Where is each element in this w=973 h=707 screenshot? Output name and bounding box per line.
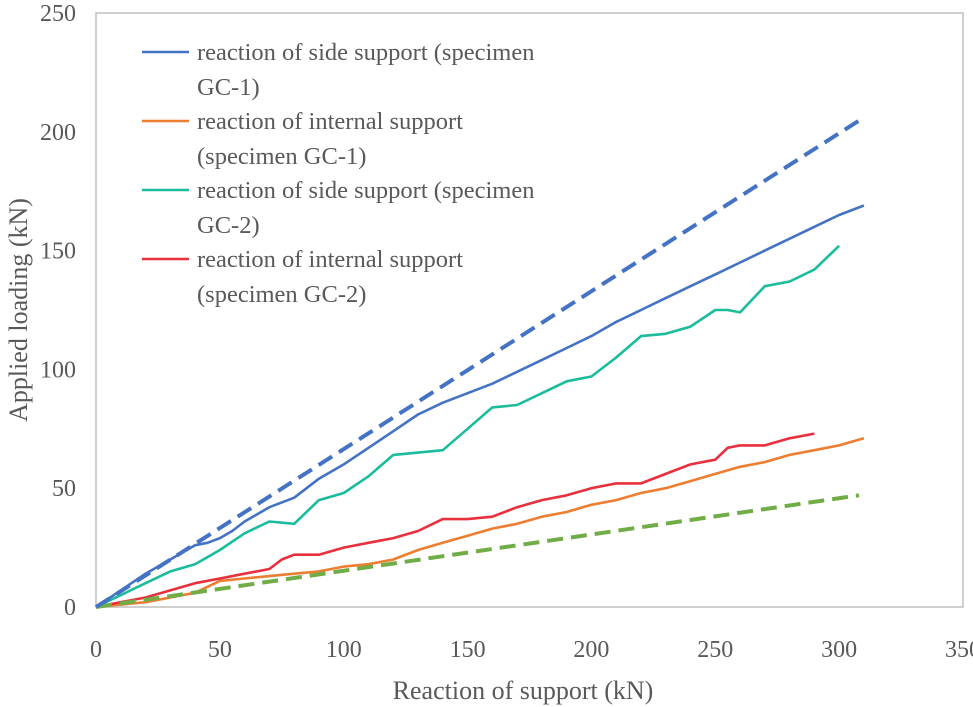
x-tick-label: 150: [450, 637, 486, 663]
y-axis: 0 50 100 150 200 250: [40, 1, 76, 621]
legend-label: reaction of side support (specimen: [197, 39, 534, 66]
x-tick-label: 200: [573, 637, 609, 663]
legend-label: (specimen GC-2): [197, 281, 366, 308]
series-line-6: [95, 493, 860, 609]
legend-label: GC-2): [197, 212, 260, 239]
legend-label: (specimen GC-1): [197, 143, 366, 170]
y-tick-label: 100: [40, 357, 76, 383]
plot-area: [95, 12, 964, 608]
series-line-1: [95, 204, 865, 609]
series-line-5: [94, 115, 865, 609]
series-line-3: [95, 244, 841, 609]
series-line-2: [95, 437, 865, 609]
series-layer: [94, 115, 865, 609]
legend-label: reaction of internal support: [197, 246, 463, 273]
legend-label: reaction of side support (specimen: [197, 177, 534, 204]
y-tick-label: 150: [40, 239, 76, 265]
x-tick-label: 50: [208, 637, 232, 663]
x-tick-label: 250: [697, 637, 733, 663]
y-tick-label: 0: [64, 595, 76, 621]
x-axis: 0 50 100 150 200 250 300 350: [90, 637, 973, 663]
legend-label: reaction of internal support: [197, 108, 463, 135]
x-tick-label: 100: [326, 637, 362, 663]
y-tick-label: 250: [40, 1, 76, 27]
x-tick-label: 300: [821, 637, 857, 663]
y-tick-label: 200: [40, 120, 76, 146]
x-tick-label: 0: [90, 637, 102, 663]
x-tick-label: 350: [945, 637, 973, 663]
y-tick-label: 50: [52, 476, 76, 502]
plot-border: [95, 12, 964, 608]
legend-label: GC-1): [197, 74, 260, 101]
x-axis-title: Reaction of support (kN): [393, 676, 654, 705]
y-axis-title: Applied loading (kN): [4, 198, 33, 422]
series-line-4: [95, 432, 815, 609]
legend: reaction of side support (specimen GC-1) r…: [142, 39, 534, 308]
